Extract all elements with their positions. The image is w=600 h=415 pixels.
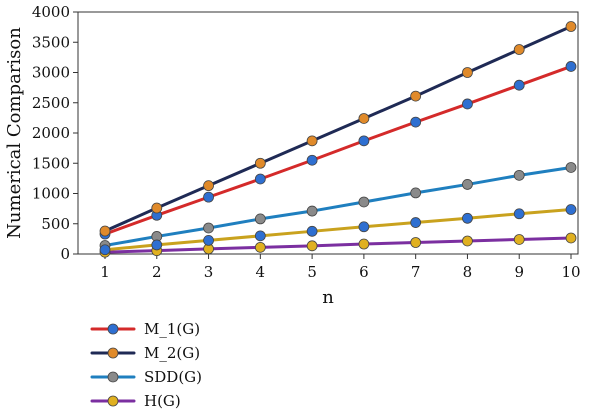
- data-point: [513, 169, 525, 181]
- data-point: [462, 212, 473, 224]
- data-point: [410, 116, 422, 128]
- data-point: [358, 196, 370, 208]
- legend-marker-2: [107, 371, 119, 383]
- data-point: [565, 21, 577, 32]
- data-point: [306, 135, 318, 147]
- data-point: [99, 225, 111, 237]
- x-tick-label: 4: [256, 263, 266, 281]
- legend-label-1: M_2(G): [144, 344, 200, 362]
- data-point: [306, 205, 318, 217]
- series-line-3: [103, 236, 573, 254]
- data-point: [513, 79, 525, 91]
- y-tick-label: 2000: [32, 124, 70, 142]
- x-tick-label: 7: [411, 263, 421, 281]
- series-line-1: [103, 25, 573, 233]
- legend-label-2: SDD(G): [144, 368, 202, 386]
- legend-marker-0: [107, 323, 119, 335]
- x-axis-title: n: [322, 287, 334, 308]
- data-point: [513, 208, 525, 220]
- y-tick-label: 1000: [32, 185, 70, 203]
- data-point: [99, 244, 111, 256]
- data-point: [358, 135, 370, 147]
- series-line-0: [103, 64, 573, 236]
- x-tick-label: 6: [359, 263, 369, 281]
- data-point: [513, 44, 525, 55]
- data-point: [254, 241, 266, 253]
- data-point: [358, 221, 370, 233]
- y-axis-title: Numerical Comparison: [4, 27, 25, 239]
- series-line-4: [103, 208, 573, 252]
- legend-label-3: H(G): [144, 392, 181, 410]
- data-point: [462, 235, 473, 247]
- data-point: [254, 213, 266, 225]
- data-point: [151, 202, 163, 214]
- data-point: [203, 180, 214, 192]
- data-point: [254, 230, 266, 242]
- data-point: [410, 187, 422, 199]
- legend-label-0: M_1(G): [144, 320, 200, 338]
- data-point: [565, 232, 577, 244]
- x-tick-label: 8: [463, 263, 473, 281]
- y-tick-label: 3000: [32, 64, 70, 82]
- x-tick-label: 2: [152, 263, 162, 281]
- data-point: [306, 240, 318, 252]
- y-tick-label: 4000: [32, 3, 70, 21]
- data-point: [358, 238, 370, 250]
- data-point: [203, 234, 214, 246]
- y-tick-label: 2500: [32, 94, 70, 112]
- data-point: [306, 154, 318, 166]
- data-point: [565, 204, 577, 215]
- data-point: [410, 90, 422, 102]
- data-point: [306, 225, 318, 237]
- y-tick-label: 1500: [32, 154, 70, 172]
- legend-marker-3: [107, 395, 119, 407]
- data-point: [203, 191, 214, 203]
- data-point: [358, 113, 370, 124]
- y-tick-label: 500: [41, 215, 70, 233]
- data-point: [410, 237, 422, 248]
- data-point: [203, 222, 214, 234]
- data-point: [565, 61, 577, 72]
- data-point: [513, 234, 525, 245]
- y-tick-label: 3500: [32, 33, 70, 51]
- data-point: [410, 217, 422, 228]
- data-point: [462, 179, 473, 190]
- data-point: [462, 98, 473, 110]
- x-tick-label: 5: [307, 263, 317, 281]
- data-point: [254, 173, 266, 185]
- data-point: [254, 157, 266, 169]
- data-point: [151, 239, 163, 251]
- x-tick-label: 1: [100, 263, 110, 281]
- data-point: [462, 67, 473, 78]
- x-tick-label: 10: [561, 263, 580, 281]
- x-tick-label: 9: [514, 263, 524, 281]
- data-point: [565, 162, 577, 173]
- legend-marker-1: [107, 347, 119, 359]
- y-tick-label: 0: [60, 245, 70, 263]
- x-tick-label: 3: [204, 263, 214, 281]
- series-line-2: [103, 165, 573, 248]
